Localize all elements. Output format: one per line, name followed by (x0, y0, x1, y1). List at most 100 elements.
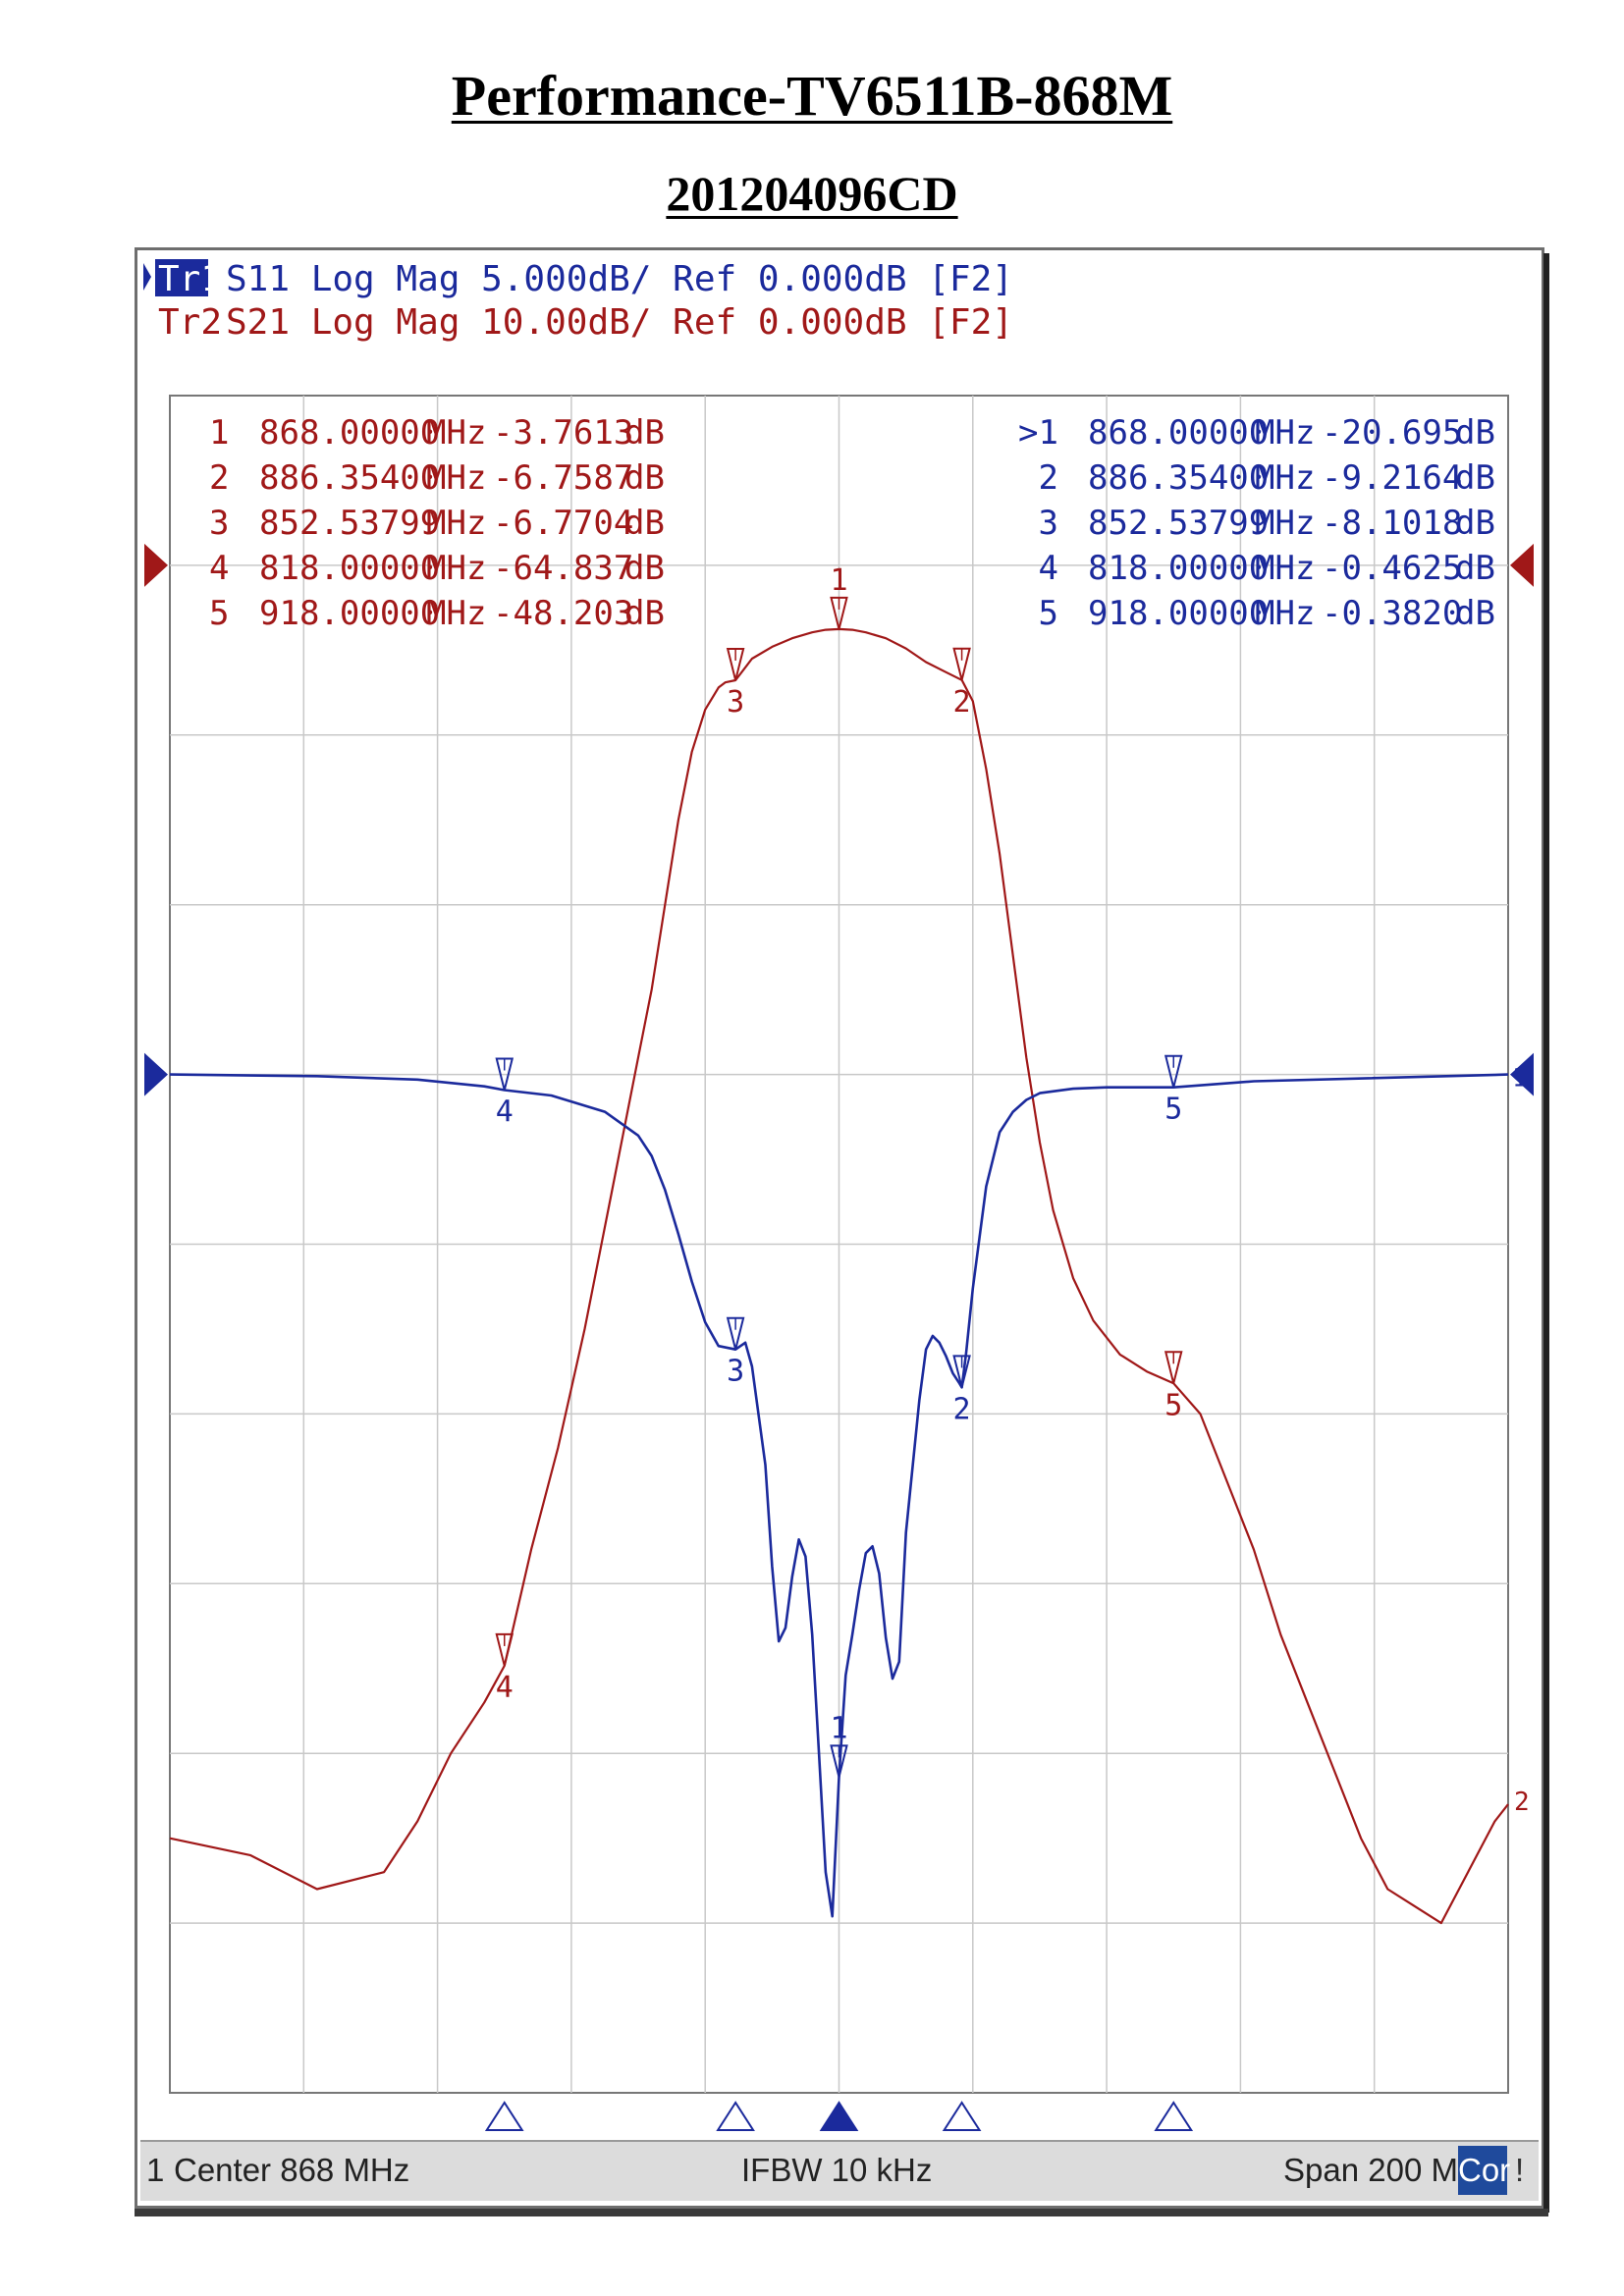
marker-db-unit: dB (624, 549, 665, 588)
warning-flag: ! (1515, 2152, 1525, 2188)
marker-unit: MHz (1255, 458, 1315, 498)
marker-triangle (952, 647, 971, 681)
marker-id: 2 (209, 458, 229, 498)
marker-label: 4 (496, 1671, 514, 1705)
marker-frequency: 886.35400 (259, 458, 440, 498)
marker-value: -64.837 (493, 549, 633, 588)
tr1-tag-box (155, 259, 208, 296)
marker-s11-5: 5 (1164, 1054, 1183, 1127)
marker-frequency: 868.00000 (1088, 413, 1269, 453)
marker-frequency: 886.35400 (1088, 458, 1269, 498)
marker-unit: MHz (426, 549, 486, 588)
marker-s11-4: 4 (495, 1057, 514, 1130)
marker-unit: MHz (426, 504, 486, 543)
ref-arrow-s11-right (1510, 1052, 1534, 1096)
page-title: Performance-TV6511B-868M (451, 64, 1173, 128)
status-bar: 1 Center 868 MHz IFBW 10 kHz Span 200 MH… (140, 2140, 1539, 2201)
marker-s21-3: 3 (726, 647, 745, 720)
marker-id: 5 (1039, 594, 1058, 633)
marker-label: 3 (727, 685, 744, 720)
ref-arrow-s21-right (1510, 543, 1534, 587)
tr2-tag: Tr2 (158, 302, 222, 343)
marker-db-unit: dB (624, 413, 665, 453)
marker-id: >1 (1018, 413, 1058, 453)
active-trace-pointer (143, 263, 151, 291)
marker-id: 5 (209, 594, 229, 633)
marker-db-unit: dB (624, 458, 665, 498)
bottom-marker-5 (1154, 2101, 1194, 2131)
marker-unit: MHz (1255, 413, 1315, 453)
screen-shadow (1543, 253, 1549, 2213)
marker-s21-5: 5 (1164, 1351, 1183, 1422)
marker-value: -8.1018 (1322, 504, 1462, 543)
marker-value: -9.2164 (1322, 458, 1462, 498)
marker-label: 2 (953, 685, 971, 720)
marker-unit: MHz (1255, 549, 1315, 588)
marker-db-unit: dB (624, 504, 665, 543)
channel-number[interactable]: 1 (146, 2152, 165, 2188)
marker-frequency: 852.53799 (259, 504, 440, 543)
tr1-settings: S11 Log Mag 5.000dB/ Ref 0.000dB [F2] (226, 259, 1013, 299)
marker-value: -0.4625 (1322, 549, 1462, 588)
marker-db-unit: dB (1455, 549, 1495, 588)
marker-triangle (495, 1632, 514, 1667)
marker-label: 2 (953, 1392, 971, 1426)
marker-db-unit: dB (1455, 458, 1495, 498)
marker-frequency: 918.00000 (1088, 594, 1269, 633)
trace-end-label-s21: 2 (1514, 1788, 1530, 1817)
marker-s21-4: 4 (495, 1632, 514, 1705)
screen-bottom-edge (135, 2209, 1548, 2216)
marker-id: 4 (1039, 549, 1058, 588)
reference-arrows (144, 543, 1534, 1096)
bottom-marker-1 (819, 2101, 859, 2131)
marker-triangle (726, 647, 745, 681)
marker-triangle (830, 596, 848, 630)
correction-badge[interactable]: Cor (1458, 2146, 1510, 2195)
bottom-marker-2 (942, 2101, 982, 2131)
marker-triangle (1164, 1054, 1183, 1088)
marker-frequency: 818.00000 (1088, 549, 1269, 588)
marker-label: 5 (1164, 1388, 1182, 1422)
marker-value: -6.7587 (493, 458, 633, 498)
marker-s11-1: 1 (830, 1711, 848, 1778)
marker-value: -0.3820 (1322, 594, 1462, 633)
center-frequency[interactable]: Center 868 MHz (174, 2152, 410, 2188)
marker-label: 3 (727, 1355, 744, 1389)
ifbw-setting[interactable]: IFBW 10 kHz (741, 2152, 933, 2188)
bottom-marker-strip (484, 2101, 1194, 2131)
bottom-marker-3 (716, 2101, 755, 2131)
bottom-marker-4 (484, 2101, 524, 2131)
marker-label: 1 (830, 563, 847, 598)
marker-s11-3: 3 (726, 1316, 745, 1389)
s11-trace (169, 1073, 1509, 1918)
marker-value: -3.7613 (493, 413, 633, 453)
marker-s11-2: 2 (952, 1355, 971, 1426)
s21-trace (169, 627, 1509, 1925)
marker-db-unit: dB (624, 594, 665, 633)
marker-frequency: 818.00000 (259, 549, 440, 588)
marker-frequency: 852.53799 (1088, 504, 1269, 543)
marker-unit: MHz (426, 413, 486, 453)
marker-unit: MHz (1255, 504, 1315, 543)
marker-label: 4 (496, 1095, 514, 1130)
marker-unit: MHz (426, 594, 486, 633)
marker-value: -6.7704 (493, 504, 633, 543)
ref-arrow-s21-left (144, 543, 168, 587)
marker-s21-1: 1 (830, 563, 848, 630)
marker-label: 5 (1164, 1093, 1182, 1127)
marker-unit: MHz (426, 458, 486, 498)
marker-label: 1 (830, 1711, 847, 1745)
page-subtitle: 201204096CD (666, 166, 958, 221)
marker-id: 2 (1039, 458, 1058, 498)
